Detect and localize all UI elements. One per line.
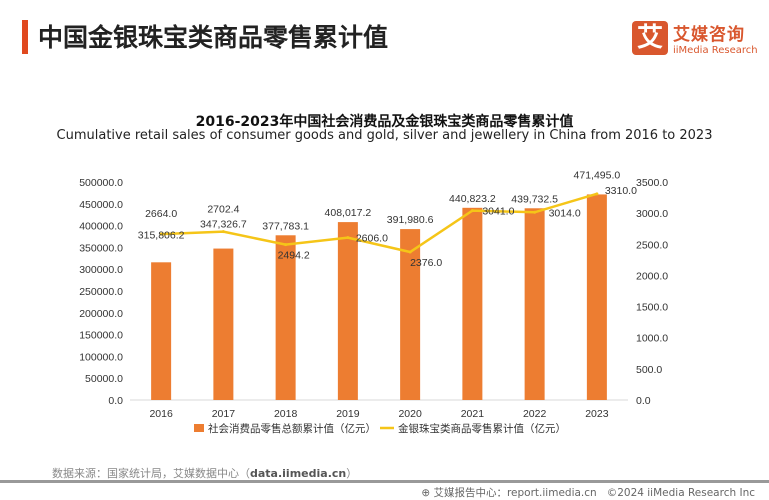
bar-data-label: 440,823.2	[449, 193, 496, 205]
bar-2016	[151, 262, 172, 400]
logo-en: iiMedia Research	[673, 45, 758, 56]
y-right-tick: 1000.0	[636, 333, 668, 345]
line-point-2022	[533, 210, 537, 214]
x-tick-label: 2019	[336, 408, 360, 420]
bar-2019	[337, 222, 358, 400]
x-tick-label: 2021	[461, 408, 485, 420]
iimedia-logo: 艾 艾媒咨询 iiMedia Research	[632, 20, 758, 56]
y-left-tick: 300000.0	[79, 264, 123, 276]
bar-data-label: 315,806.2	[138, 229, 185, 241]
x-tick-label: 2023	[585, 408, 609, 420]
source-link[interactable]: data.iimedia.cn	[250, 467, 347, 480]
source-note: 数据来源：国家统计局，艾媒数据中心（data.iimedia.cn）	[52, 465, 357, 481]
bar-2023	[586, 194, 607, 400]
source-suffix: ）	[346, 467, 358, 480]
y-left-tick: 400000.0	[79, 221, 123, 233]
line-data-label: 2606.0	[356, 233, 388, 245]
y-right-tick: 500.0	[636, 364, 662, 376]
line-data-label: 2376.0	[410, 257, 442, 269]
x-tick-label: 2022	[523, 408, 547, 420]
line-data-label: 2664.0	[145, 208, 177, 220]
bar-data-label: 391,980.6	[387, 214, 434, 226]
line-point-2020	[408, 250, 412, 254]
bar-data-label: 377,783.1	[262, 220, 309, 232]
y-left-tick: 500000.0	[79, 177, 123, 189]
x-tick-label: 2018	[274, 408, 298, 420]
report-link[interactable]: 艾媒报告中心：report.iimedia.cn	[433, 487, 597, 499]
y-right-tick: 3000.0	[636, 208, 668, 220]
x-tick-label: 2020	[398, 408, 422, 420]
x-tick-label: 2017	[212, 408, 236, 420]
y-right-tick: 0.0	[636, 395, 651, 407]
y-right-tick: 2500.0	[636, 239, 668, 251]
y-left-tick: 0.0	[108, 395, 123, 407]
page-title: 中国金银珠宝类商品零售累计值	[38, 23, 389, 52]
source-prefix: 数据来源：国家统计局，艾媒数据中心（	[52, 467, 250, 480]
chart-title: 2016-2023年中国社会消费品及金银珠宝类商品零售累计值	[195, 114, 574, 130]
line-data-label: 3041.0	[482, 206, 514, 218]
line-series	[161, 192, 598, 254]
footer: ⊕ 艾媒报告中心：report.iimedia.cn ©2024 iiMedia…	[421, 485, 755, 500]
y-right-tick: 2000.0	[636, 270, 668, 282]
chart-subtitle: Cumulative retail sales of consumer good…	[56, 128, 713, 143]
logo-icon: 艾	[632, 21, 668, 55]
bar-2018	[275, 235, 296, 400]
title-accent-bar	[22, 20, 28, 54]
legend-label-bar: 社会消费品零售总额累计值（亿元）	[208, 422, 376, 435]
line-data-label: 2702.4	[207, 204, 239, 216]
y-left-tick: 350000.0	[79, 242, 123, 254]
line-point-2023	[595, 192, 599, 196]
legend-swatch-bar	[194, 424, 204, 432]
y-right-tick: 3500.0	[636, 177, 668, 189]
bar-2021	[462, 207, 483, 400]
line-point-2021	[470, 209, 474, 213]
y-right-tick: 1500.0	[636, 302, 668, 314]
copyright: ©2024 iiMedia Research Inc	[606, 487, 755, 499]
y-left-tick: 200000.0	[79, 308, 123, 320]
bar-2017	[213, 248, 234, 400]
y-left-tick: 50000.0	[85, 373, 123, 385]
y-left-tick: 100000.0	[79, 351, 123, 363]
line-point-2019	[346, 236, 350, 240]
line-data-label: 3014.0	[549, 207, 581, 219]
y-left-tick: 450000.0	[79, 199, 123, 211]
bar-data-label: 439,732.5	[511, 193, 558, 205]
footer-divider	[0, 480, 769, 483]
bar-data-label: 471,495.0	[574, 169, 621, 181]
bar-data-label: 408,017.2	[325, 207, 372, 219]
y-left-tick: 250000.0	[79, 286, 123, 298]
line-point-2017	[221, 230, 225, 234]
y-left-tick: 150000.0	[79, 330, 123, 342]
chart: 0.0 50000.0 100000.0 150000.0 200000.0 250000…	[79, 169, 668, 435]
line-point-2018	[284, 243, 288, 247]
legend-label-line: 金银珠宝类商品零售累计值（亿元）	[398, 422, 566, 435]
bar-2020	[400, 229, 421, 400]
logo-cn: 艾媒咨询	[673, 25, 745, 45]
line-point-2016	[159, 232, 163, 236]
x-tick-label: 2016	[149, 408, 173, 420]
bar-2022	[524, 208, 545, 400]
line-data-label: 2494.2	[278, 250, 310, 262]
line-data-label: 3310.0	[605, 185, 637, 197]
globe-icon: ⊕	[421, 487, 431, 499]
bar-data-label: 347,326.7	[200, 219, 247, 231]
